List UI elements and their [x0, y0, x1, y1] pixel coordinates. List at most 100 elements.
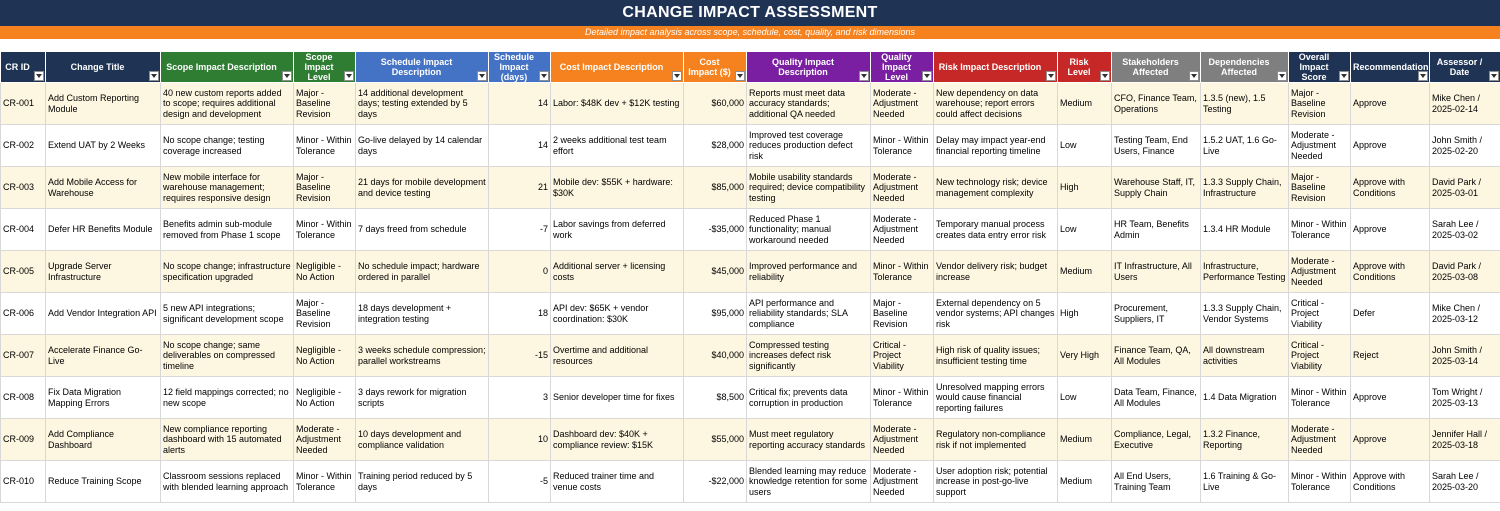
table-cell[interactable]: Defer HR Benefits Module — [45, 208, 161, 251]
filter-dropdown-icon[interactable] — [282, 71, 292, 81]
table-cell[interactable]: Minor - Within Tolerance — [1288, 376, 1351, 419]
table-cell[interactable]: CR-005 — [0, 250, 46, 293]
table-cell[interactable]: Vendor delivery risk; budget increase — [933, 250, 1058, 293]
table-cell[interactable]: Mike Chen / 2025-03-12 — [1429, 292, 1500, 335]
filter-dropdown-icon[interactable] — [344, 71, 354, 81]
table-cell[interactable]: -15 — [488, 334, 551, 377]
filter-dropdown-icon[interactable] — [672, 71, 682, 81]
table-cell[interactable]: Moderate - Adjustment Needed — [870, 460, 934, 503]
filter-dropdown-icon[interactable] — [149, 71, 159, 81]
table-cell[interactable]: Approve — [1350, 376, 1430, 419]
table-cell[interactable]: $55,000 — [683, 418, 747, 461]
table-cell[interactable]: Approve with Conditions — [1350, 250, 1430, 293]
table-cell[interactable]: Accelerate Finance Go-Live — [45, 334, 161, 377]
table-cell[interactable]: Critical - Project Viability — [1288, 334, 1351, 377]
table-cell[interactable]: Go-live delayed by 14 calendar days — [355, 124, 489, 167]
table-cell[interactable]: $85,000 — [683, 166, 747, 209]
table-cell[interactable]: Fix Data Migration Mapping Errors — [45, 376, 161, 419]
table-cell[interactable]: Must meet regulatory reporting accuracy … — [746, 418, 871, 461]
table-cell[interactable]: CR-007 — [0, 334, 46, 377]
table-cell[interactable]: 14 — [488, 124, 551, 167]
table-cell[interactable]: Critical - Project Viability — [870, 334, 934, 377]
table-cell[interactable]: Moderate - Adjustment Needed — [293, 418, 356, 461]
table-cell[interactable]: CR-004 — [0, 208, 46, 251]
filter-dropdown-icon[interactable] — [477, 71, 487, 81]
table-cell[interactable]: User adoption risk; potential increase i… — [933, 460, 1058, 503]
filter-dropdown-icon[interactable] — [735, 71, 745, 81]
table-cell[interactable]: CR-006 — [0, 292, 46, 335]
filter-dropdown-icon[interactable] — [1100, 71, 1110, 81]
table-cell[interactable]: 7 days freed from schedule — [355, 208, 489, 251]
table-cell[interactable]: 1.3.3 Supply Chain, Vendor Systems — [1200, 292, 1289, 335]
table-cell[interactable]: Procurement, Suppliers, IT — [1111, 292, 1201, 335]
table-cell[interactable]: 2 weeks additional test team effort — [550, 124, 684, 167]
table-cell[interactable]: Extend UAT by 2 Weeks — [45, 124, 161, 167]
table-cell[interactable]: Add Mobile Access for Warehouse — [45, 166, 161, 209]
table-cell[interactable]: New dependency on data warehouse; report… — [933, 82, 1058, 125]
table-cell[interactable]: 0 — [488, 250, 551, 293]
table-cell[interactable]: Major - Baseline Revision — [870, 292, 934, 335]
table-cell[interactable]: Approve — [1350, 418, 1430, 461]
filter-dropdown-icon[interactable] — [1339, 71, 1349, 81]
table-cell[interactable]: Moderate - Adjustment Needed — [870, 418, 934, 461]
table-cell[interactable]: 40 new custom reports added to scope; re… — [160, 82, 294, 125]
table-cell[interactable]: Jennifer Hall / 2025-03-18 — [1429, 418, 1500, 461]
table-cell[interactable]: Negligible - No Action — [293, 376, 356, 419]
table-cell[interactable]: All downstream activities — [1200, 334, 1289, 377]
table-cell[interactable]: High — [1057, 292, 1112, 335]
table-cell[interactable]: CR-002 — [0, 124, 46, 167]
filter-dropdown-icon[interactable] — [1418, 71, 1428, 81]
table-cell[interactable]: David Park / 2025-03-01 — [1429, 166, 1500, 209]
table-cell[interactable]: Reports must meet data accuracy standard… — [746, 82, 871, 125]
table-cell[interactable]: Tom Wright / 2025-03-13 — [1429, 376, 1500, 419]
filter-dropdown-icon[interactable] — [1046, 71, 1056, 81]
table-cell[interactable]: Medium — [1057, 250, 1112, 293]
table-cell[interactable]: CR-003 — [0, 166, 46, 209]
table-cell[interactable]: Major - Baseline Revision — [1288, 82, 1351, 125]
table-cell[interactable]: 10 days development and compliance valid… — [355, 418, 489, 461]
table-cell[interactable]: Minor - Within Tolerance — [293, 124, 356, 167]
table-cell[interactable]: Blended learning may reduce knowledge re… — [746, 460, 871, 503]
table-cell[interactable]: Moderate - Adjustment Needed — [1288, 124, 1351, 167]
table-cell[interactable]: Warehouse Staff, IT, Supply Chain — [1111, 166, 1201, 209]
table-cell[interactable]: David Park / 2025-03-08 — [1429, 250, 1500, 293]
table-cell[interactable]: 14 additional development days; testing … — [355, 82, 489, 125]
table-cell[interactable]: CR-008 — [0, 376, 46, 419]
table-cell[interactable]: High risk of quality issues; insufficien… — [933, 334, 1058, 377]
table-cell[interactable]: Reduced trainer time and venue costs — [550, 460, 684, 503]
table-cell[interactable]: IT Infrastructure, All Users — [1111, 250, 1201, 293]
table-cell[interactable]: Labor: $48K dev + $12K testing — [550, 82, 684, 125]
table-cell[interactable]: Add Custom Reporting Module — [45, 82, 161, 125]
table-cell[interactable]: API dev: $65K + vendor coordination: $30… — [550, 292, 684, 335]
table-cell[interactable]: Critical - Project Viability — [1288, 292, 1351, 335]
table-cell[interactable]: No scope change; same deliverables on co… — [160, 334, 294, 377]
table-cell[interactable]: Minor - Within Tolerance — [293, 460, 356, 503]
table-cell[interactable]: Upgrade Server Infrastructure — [45, 250, 161, 293]
table-cell[interactable]: Low — [1057, 376, 1112, 419]
table-cell[interactable]: Defer — [1350, 292, 1430, 335]
table-cell[interactable]: External dependency on 5 vendor systems;… — [933, 292, 1058, 335]
table-cell[interactable]: Reduce Training Scope — [45, 460, 161, 503]
table-cell[interactable]: High — [1057, 166, 1112, 209]
filter-dropdown-icon[interactable] — [1489, 71, 1499, 81]
table-cell[interactable]: Medium — [1057, 82, 1112, 125]
table-cell[interactable]: Major - Baseline Revision — [293, 166, 356, 209]
table-cell[interactable]: Minor - Within Tolerance — [1288, 208, 1351, 251]
table-cell[interactable]: Additional server + licensing costs — [550, 250, 684, 293]
table-cell[interactable]: 5 new API integrations; significant deve… — [160, 292, 294, 335]
table-cell[interactable]: $28,000 — [683, 124, 747, 167]
filter-dropdown-icon[interactable] — [1189, 71, 1199, 81]
table-cell[interactable]: Approve — [1350, 124, 1430, 167]
table-cell[interactable]: Data Team, Finance, All Modules — [1111, 376, 1201, 419]
table-cell[interactable]: Moderate - Adjustment Needed — [1288, 418, 1351, 461]
table-cell[interactable]: Negligible - No Action — [293, 250, 356, 293]
table-cell[interactable]: Mobile dev: $55K + hardware: $30K — [550, 166, 684, 209]
table-cell[interactable]: Infrastructure, Performance Testing — [1200, 250, 1289, 293]
table-cell[interactable]: CR-001 — [0, 82, 46, 125]
filter-dropdown-icon[interactable] — [539, 71, 549, 81]
table-cell[interactable]: $45,000 — [683, 250, 747, 293]
table-cell[interactable]: 21 days for mobile development and devic… — [355, 166, 489, 209]
table-cell[interactable]: 1.3.3 Supply Chain, Infrastructure — [1200, 166, 1289, 209]
table-cell[interactable]: 1.5.2 UAT, 1.6 Go-Live — [1200, 124, 1289, 167]
table-cell[interactable]: Medium — [1057, 418, 1112, 461]
